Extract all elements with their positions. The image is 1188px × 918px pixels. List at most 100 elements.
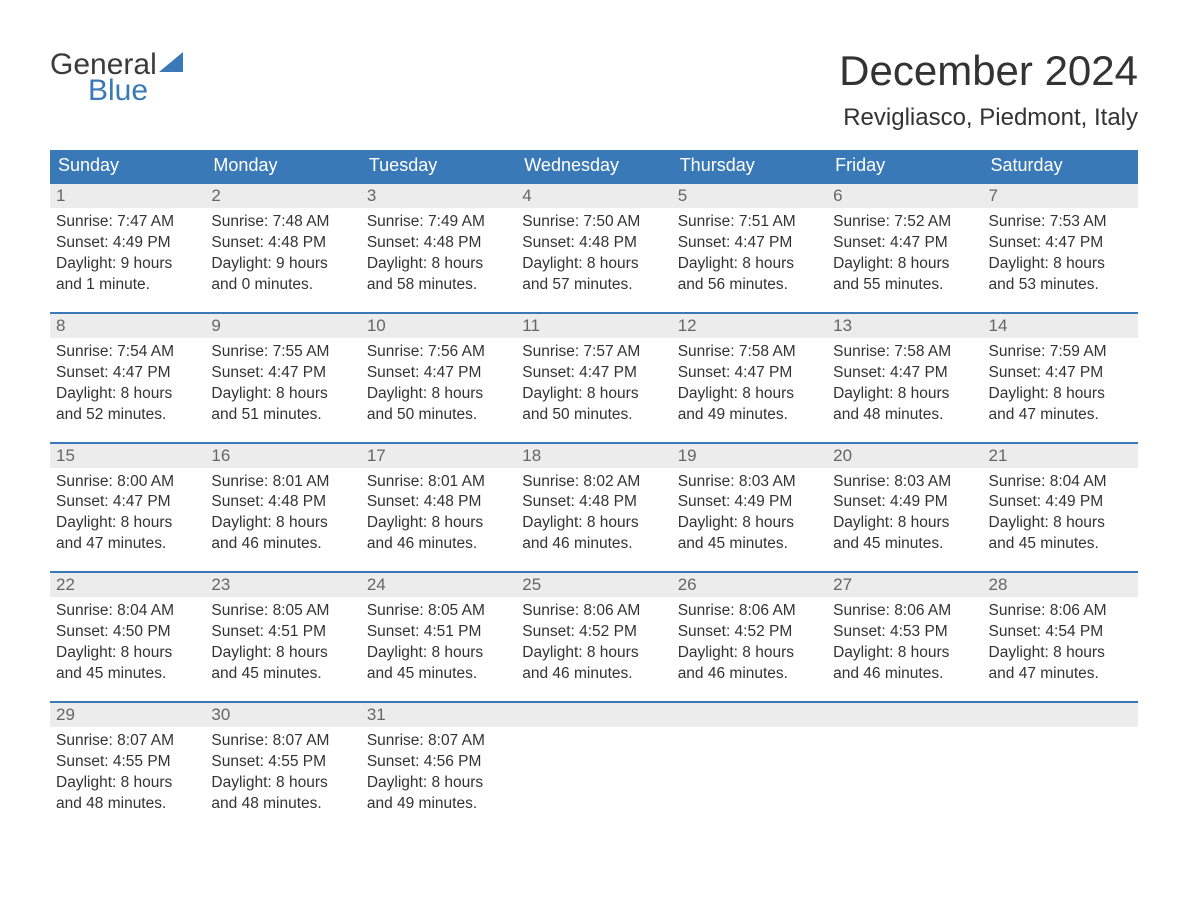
day-line-d2: and 53 minutes. <box>989 275 1132 296</box>
day-line-d2: and 50 minutes. <box>367 405 510 426</box>
day-line-sr: Sunrise: 8:06 AM <box>522 601 665 622</box>
day-body: Sunrise: 8:00 AMSunset: 4:47 PMDaylight:… <box>50 468 205 558</box>
week-row: 1Sunrise: 7:47 AMSunset: 4:49 PMDaylight… <box>50 182 1138 298</box>
day-line-d2: and 47 minutes. <box>989 664 1132 685</box>
day-line-sr: Sunrise: 7:53 AM <box>989 212 1132 233</box>
day-body: Sunrise: 8:01 AMSunset: 4:48 PMDaylight:… <box>205 468 360 558</box>
day-line-d1: Daylight: 8 hours <box>522 643 665 664</box>
day-line-sr: Sunrise: 7:52 AM <box>833 212 976 233</box>
day-body: Sunrise: 7:53 AMSunset: 4:47 PMDaylight:… <box>983 208 1138 298</box>
day-line-d1: Daylight: 8 hours <box>367 513 510 534</box>
day-line-d2: and 45 minutes. <box>989 534 1132 555</box>
calendar-grid: SundayMondayTuesdayWednesdayThursdayFrid… <box>50 150 1138 816</box>
day-cell <box>827 703 982 817</box>
day-line-d1: Daylight: 8 hours <box>367 384 510 405</box>
day-line-d2: and 46 minutes. <box>522 534 665 555</box>
day-number-empty <box>672 703 827 727</box>
day-line-ss: Sunset: 4:47 PM <box>522 363 665 384</box>
day-cell <box>983 703 1138 817</box>
week-row: 29Sunrise: 8:07 AMSunset: 4:55 PMDayligh… <box>50 701 1138 817</box>
day-number: 15 <box>50 444 205 468</box>
day-number: 20 <box>827 444 982 468</box>
day-line-sr: Sunrise: 7:56 AM <box>367 342 510 363</box>
day-cell: 3Sunrise: 7:49 AMSunset: 4:48 PMDaylight… <box>361 184 516 298</box>
week-row: 8Sunrise: 7:54 AMSunset: 4:47 PMDaylight… <box>50 312 1138 428</box>
day-number: 5 <box>672 184 827 208</box>
day-cell: 5Sunrise: 7:51 AMSunset: 4:47 PMDaylight… <box>672 184 827 298</box>
day-number: 9 <box>205 314 360 338</box>
day-body: Sunrise: 8:07 AMSunset: 4:55 PMDaylight:… <box>50 727 205 817</box>
day-line-d2: and 50 minutes. <box>522 405 665 426</box>
day-line-sr: Sunrise: 8:05 AM <box>367 601 510 622</box>
header: General Blue December 2024 Revigliasco, … <box>50 48 1138 132</box>
day-line-d1: Daylight: 8 hours <box>833 643 976 664</box>
day-body: Sunrise: 8:07 AMSunset: 4:55 PMDaylight:… <box>205 727 360 817</box>
day-line-d2: and 45 minutes. <box>56 664 199 685</box>
day-line-d1: Daylight: 9 hours <box>56 254 199 275</box>
day-body: Sunrise: 7:58 AMSunset: 4:47 PMDaylight:… <box>672 338 827 428</box>
day-number: 8 <box>50 314 205 338</box>
day-line-ss: Sunset: 4:52 PM <box>522 622 665 643</box>
day-body: Sunrise: 8:06 AMSunset: 4:52 PMDaylight:… <box>516 597 671 687</box>
day-number: 29 <box>50 703 205 727</box>
day-line-d2: and 48 minutes. <box>56 794 199 815</box>
day-cell: 25Sunrise: 8:06 AMSunset: 4:52 PMDayligh… <box>516 573 671 687</box>
day-cell: 14Sunrise: 7:59 AMSunset: 4:47 PMDayligh… <box>983 314 1138 428</box>
day-line-sr: Sunrise: 8:07 AM <box>56 731 199 752</box>
day-line-d2: and 57 minutes. <box>522 275 665 296</box>
week-row: 15Sunrise: 8:00 AMSunset: 4:47 PMDayligh… <box>50 442 1138 558</box>
location-text: Revigliasco, Piedmont, Italy <box>839 104 1138 132</box>
day-line-ss: Sunset: 4:53 PM <box>833 622 976 643</box>
day-number: 25 <box>516 573 671 597</box>
day-line-ss: Sunset: 4:55 PM <box>56 752 199 773</box>
day-line-d1: Daylight: 8 hours <box>522 513 665 534</box>
day-line-d2: and 46 minutes. <box>211 534 354 555</box>
day-line-d1: Daylight: 8 hours <box>522 384 665 405</box>
weekday-header-cell: Monday <box>205 150 360 182</box>
day-body: Sunrise: 8:07 AMSunset: 4:56 PMDaylight:… <box>361 727 516 817</box>
day-line-d1: Daylight: 8 hours <box>367 254 510 275</box>
day-line-d2: and 46 minutes. <box>678 664 821 685</box>
day-line-d1: Daylight: 8 hours <box>367 643 510 664</box>
day-cell <box>672 703 827 817</box>
day-line-d1: Daylight: 8 hours <box>833 384 976 405</box>
day-body: Sunrise: 8:06 AMSunset: 4:54 PMDaylight:… <box>983 597 1138 687</box>
day-number: 31 <box>361 703 516 727</box>
day-cell: 28Sunrise: 8:06 AMSunset: 4:54 PMDayligh… <box>983 573 1138 687</box>
day-number: 14 <box>983 314 1138 338</box>
day-body: Sunrise: 7:56 AMSunset: 4:47 PMDaylight:… <box>361 338 516 428</box>
day-body: Sunrise: 7:55 AMSunset: 4:47 PMDaylight:… <box>205 338 360 428</box>
day-line-d2: and 46 minutes. <box>833 664 976 685</box>
day-number: 11 <box>516 314 671 338</box>
day-line-d2: and 49 minutes. <box>678 405 821 426</box>
day-body: Sunrise: 8:03 AMSunset: 4:49 PMDaylight:… <box>672 468 827 558</box>
title-block: December 2024 Revigliasco, Piedmont, Ita… <box>839 48 1138 132</box>
day-number: 4 <box>516 184 671 208</box>
weeks-container: 1Sunrise: 7:47 AMSunset: 4:49 PMDaylight… <box>50 182 1138 816</box>
day-cell: 21Sunrise: 8:04 AMSunset: 4:49 PMDayligh… <box>983 444 1138 558</box>
day-line-d2: and 55 minutes. <box>833 275 976 296</box>
day-line-ss: Sunset: 4:52 PM <box>678 622 821 643</box>
day-body: Sunrise: 8:04 AMSunset: 4:49 PMDaylight:… <box>983 468 1138 558</box>
day-body: Sunrise: 7:59 AMSunset: 4:47 PMDaylight:… <box>983 338 1138 428</box>
day-cell: 20Sunrise: 8:03 AMSunset: 4:49 PMDayligh… <box>827 444 982 558</box>
day-line-ss: Sunset: 4:47 PM <box>211 363 354 384</box>
day-line-ss: Sunset: 4:48 PM <box>522 492 665 513</box>
day-line-d2: and 48 minutes. <box>211 794 354 815</box>
day-number: 24 <box>361 573 516 597</box>
day-cell: 22Sunrise: 8:04 AMSunset: 4:50 PMDayligh… <box>50 573 205 687</box>
day-line-d1: Daylight: 8 hours <box>56 384 199 405</box>
day-line-sr: Sunrise: 8:07 AM <box>211 731 354 752</box>
day-line-sr: Sunrise: 8:05 AM <box>211 601 354 622</box>
day-line-ss: Sunset: 4:49 PM <box>989 492 1132 513</box>
day-cell: 9Sunrise: 7:55 AMSunset: 4:47 PMDaylight… <box>205 314 360 428</box>
day-line-ss: Sunset: 4:51 PM <box>211 622 354 643</box>
day-number: 19 <box>672 444 827 468</box>
day-line-d1: Daylight: 8 hours <box>678 513 821 534</box>
day-line-d2: and 56 minutes. <box>678 275 821 296</box>
day-cell: 12Sunrise: 7:58 AMSunset: 4:47 PMDayligh… <box>672 314 827 428</box>
day-line-sr: Sunrise: 8:02 AM <box>522 472 665 493</box>
calendar-page: General Blue December 2024 Revigliasco, … <box>0 0 1188 857</box>
day-number: 18 <box>516 444 671 468</box>
day-line-d2: and 52 minutes. <box>56 405 199 426</box>
